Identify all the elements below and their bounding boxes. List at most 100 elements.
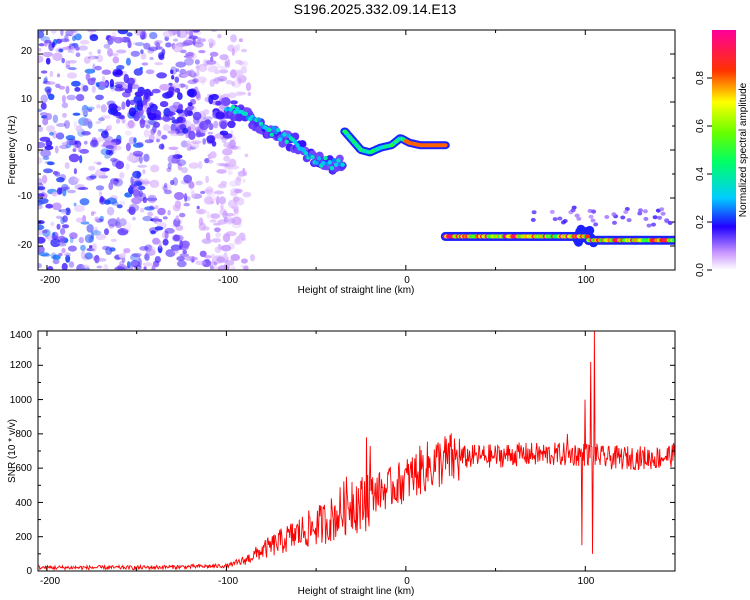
noise-blob (100, 167, 110, 172)
noise-blob (179, 253, 189, 258)
noise-blob (198, 222, 206, 231)
noise-blob (167, 209, 171, 216)
noise-blob (142, 262, 153, 267)
noise-blob (56, 223, 61, 230)
noise-blob (208, 94, 214, 105)
noise-blob (149, 179, 160, 188)
snr-y-tick-label: 400 (15, 498, 32, 509)
band-halo (585, 225, 595, 235)
noise-blob (83, 56, 91, 64)
noise-blob (200, 79, 206, 86)
noise-blob (68, 67, 77, 71)
noise-blob (121, 101, 126, 110)
noise-blob (192, 111, 202, 121)
noise-blob (227, 58, 231, 68)
track-core (267, 127, 272, 133)
noise-blob (157, 245, 163, 254)
noise-blob (104, 154, 111, 159)
noise-blob (220, 121, 227, 130)
noise-blob (61, 247, 66, 254)
noise-blob (164, 227, 175, 234)
noise-blob (180, 140, 188, 148)
noise-blob (195, 131, 202, 138)
noise-blob (195, 260, 207, 266)
noise-blob (72, 112, 81, 116)
noise-blob (172, 43, 183, 53)
noise-blob (149, 205, 154, 210)
noise-blob (101, 75, 106, 82)
noise-blob (102, 245, 110, 251)
noise-blob (67, 245, 77, 252)
noise-blob (128, 107, 137, 117)
noise-blob (56, 187, 62, 195)
noise-blob (162, 238, 169, 246)
noise-blob (95, 233, 107, 241)
noise-blob (205, 175, 210, 184)
noise-blob (92, 63, 96, 73)
band-halo (623, 210, 629, 214)
noise-blob (140, 49, 144, 54)
noise-blob (222, 148, 233, 156)
noise-blob (38, 141, 46, 149)
noise-blob (227, 170, 233, 176)
noise-blob (103, 264, 109, 270)
noise-blob (110, 238, 117, 242)
noise-blob (104, 228, 109, 236)
noise-blob (103, 43, 111, 49)
noise-blob (112, 181, 119, 185)
noise-blob (73, 168, 77, 175)
track-core (321, 160, 326, 166)
noise-blob (209, 151, 217, 159)
noise-blob (166, 111, 176, 116)
noise-blob (127, 40, 132, 49)
noise-blob (215, 79, 220, 85)
snr-y-tick-label: 0 (26, 566, 32, 577)
noise-blob (61, 57, 65, 64)
noise-blob (115, 160, 125, 170)
noise-blob (222, 233, 231, 243)
noise-blob (69, 236, 74, 244)
noise-blob (91, 85, 96, 94)
noise-blob (232, 196, 240, 202)
noise-blob (42, 51, 54, 58)
noise-blob (96, 104, 101, 109)
noise-blob (59, 186, 70, 191)
noise-blob (209, 219, 217, 223)
noise-blob (38, 202, 43, 206)
noise-blob (229, 69, 237, 79)
noise-blob (195, 65, 200, 70)
noise-blob (136, 141, 144, 147)
noise-blob (174, 192, 185, 200)
noise-blob (222, 210, 228, 219)
noise-blob (192, 30, 200, 33)
colorbar-tick-label: 0.0 (695, 263, 706, 277)
track-core (232, 110, 238, 115)
snr-x-tick-label: 0 (404, 576, 410, 587)
noise-blob (176, 256, 185, 262)
noise-blob (240, 48, 248, 53)
noise-blob (129, 253, 141, 262)
noise-blob (126, 261, 131, 269)
noise-blob (207, 131, 214, 135)
noise-blob (158, 218, 163, 223)
noise-blob (139, 246, 149, 251)
band-halo (604, 215, 610, 219)
noise-blob (230, 100, 238, 105)
noise-blob (44, 76, 48, 84)
noise-blob (61, 102, 69, 109)
noise-blob (119, 200, 126, 206)
noise-blob (176, 116, 184, 123)
noise-blob (100, 104, 107, 113)
track-core (314, 160, 319, 166)
noise-blob (211, 140, 217, 147)
noise-blob (202, 138, 207, 145)
noise-blob (126, 154, 137, 162)
noise-blob (98, 81, 109, 87)
noise-blob (79, 39, 90, 45)
noise-blob (168, 146, 179, 150)
noise-blob (163, 182, 168, 188)
noise-blob (133, 137, 137, 144)
noise-blob (145, 124, 151, 129)
noise-blob (156, 72, 168, 79)
spectrogram-panel: -200 -100 0 100 20 10 0 -10 -20 Height o… (7, 29, 676, 296)
